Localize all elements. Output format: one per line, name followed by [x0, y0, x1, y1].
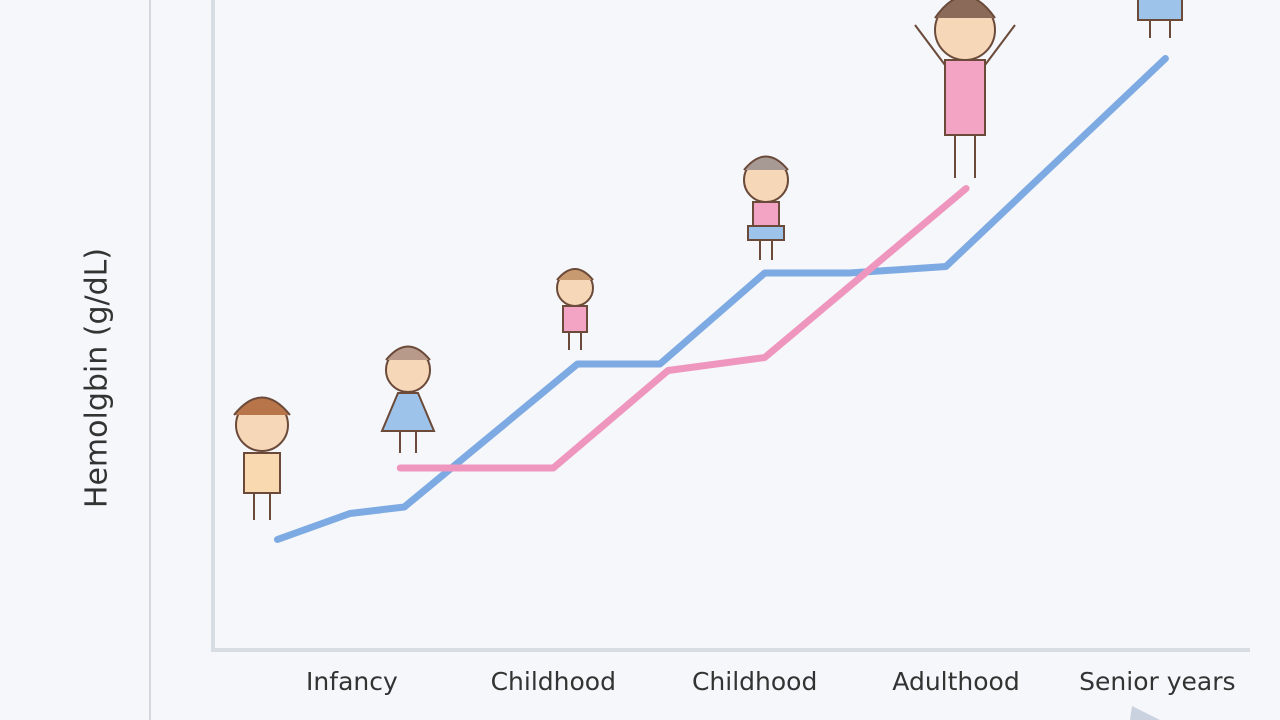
x-tick-label: Childhood: [491, 667, 616, 696]
x-tick-label: Infancy: [306, 667, 398, 696]
x-tick-label: Adulthood: [892, 667, 1019, 696]
illustrations: [233, 0, 1183, 520]
x-tick-label: Childhood: [692, 667, 817, 696]
kid-figure: [914, 0, 1016, 178]
series-line: [396, 185, 970, 472]
kid-figure: [380, 345, 436, 453]
x-tick-label: Senior years: [1079, 667, 1235, 696]
arrow: [1130, 706, 1160, 720]
kid-figure: [743, 155, 789, 260]
series-line: [273, 55, 1169, 543]
kid-figure: [233, 396, 291, 520]
kid-figure: [1137, 0, 1183, 38]
kid-figure: [556, 268, 594, 350]
y-axis-label: Hemolgbin (g/dL): [80, 248, 115, 508]
